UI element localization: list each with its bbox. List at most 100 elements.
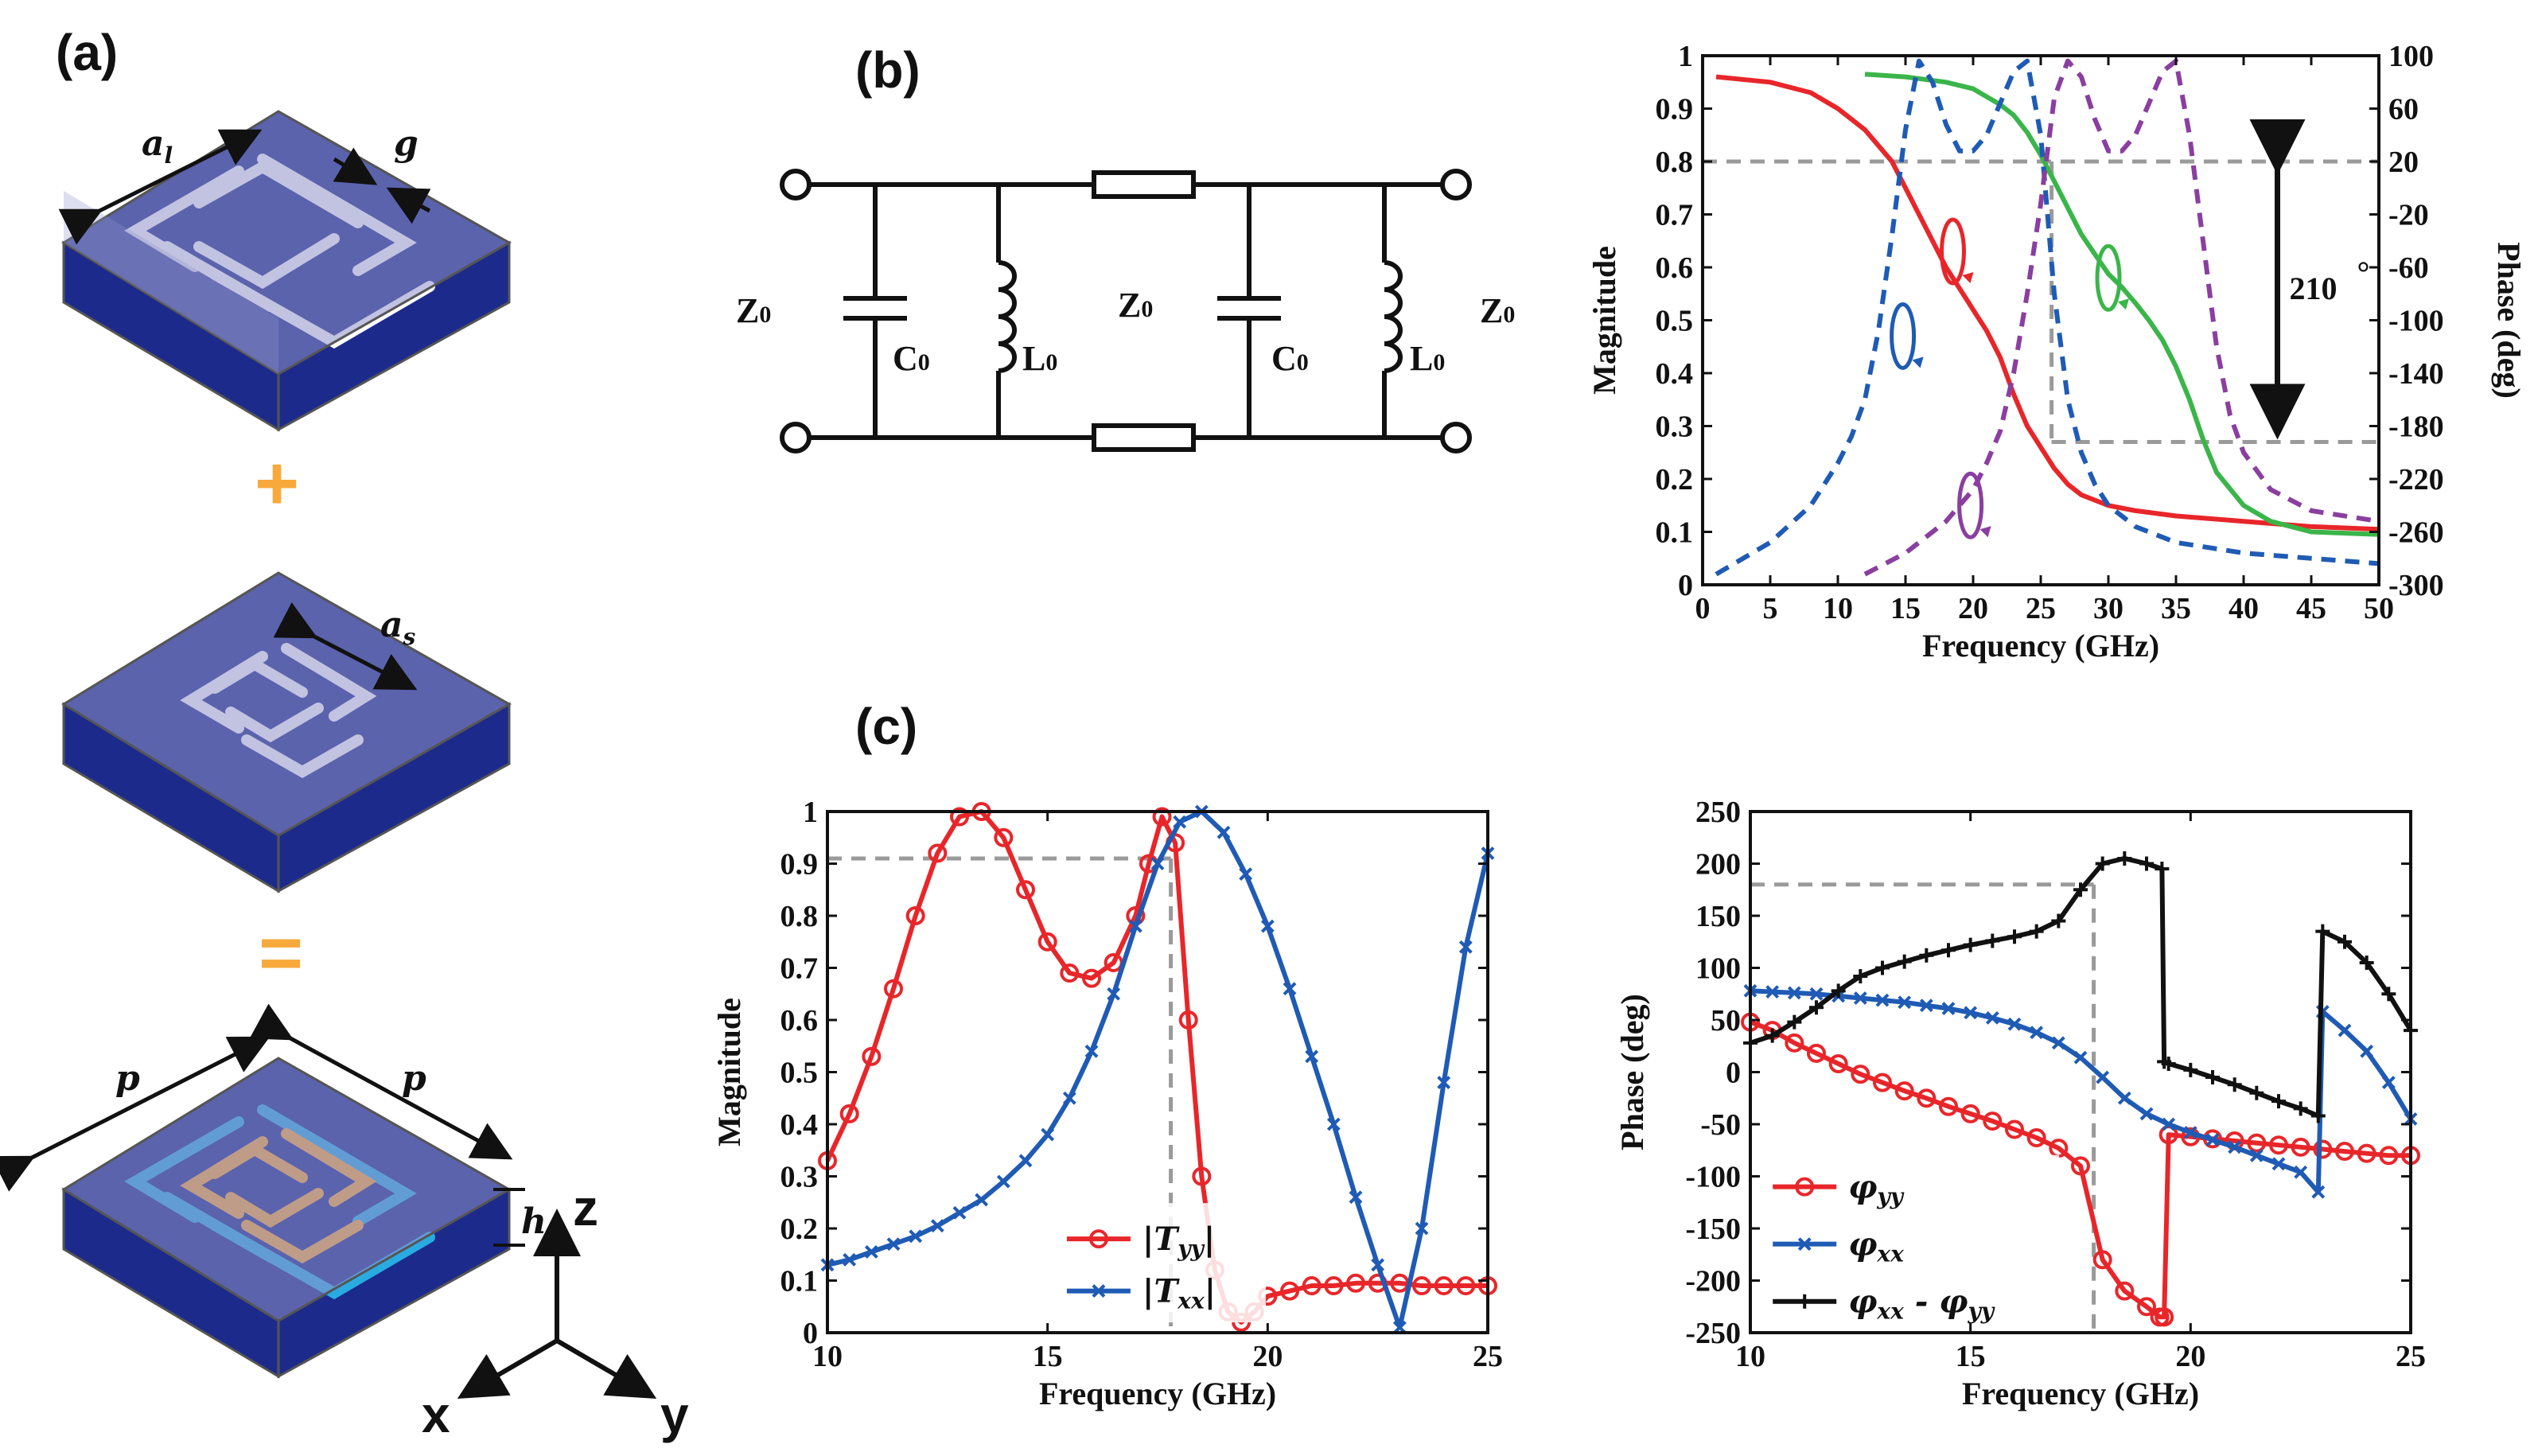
- series-2-point-23: [2205, 1070, 2220, 1085]
- x-tick-label-7: 35: [2161, 592, 2191, 625]
- y-tick-label-1: 0.1: [1656, 516, 1694, 550]
- series-0-point-16: [1152, 807, 1172, 827]
- y2-tick-label-0: 100: [2388, 40, 2434, 73]
- dim-al-arrow: [58, 129, 263, 245]
- series-2-point-15: [2073, 882, 2088, 897]
- rotation-marker-2: [2095, 243, 2122, 312]
- series-2-point-25: [2249, 1085, 2264, 1100]
- series-2-point-19: [2155, 862, 2170, 877]
- series-line-0: [1715, 74, 2380, 532]
- series-2-point-6: [1875, 960, 1890, 975]
- series-1-point-20: [1260, 919, 1275, 933]
- axis-y-label: y: [660, 1386, 689, 1443]
- x-tick-label-5: 25: [2026, 592, 2056, 625]
- x-tick-label-2: 10: [1823, 592, 1853, 625]
- series-0-point-27: [1324, 1276, 1344, 1296]
- series-2-point-1: [1765, 1028, 1780, 1043]
- series-2-point-8: [1919, 948, 1934, 963]
- y-tick-label-2: 0.2: [780, 1213, 819, 1246]
- series-1-point-7: [975, 1193, 989, 1207]
- series-0-point-32: [1434, 1276, 1454, 1296]
- label-p-left: p: [115, 1058, 140, 1099]
- series-0-point-31: [2379, 1146, 2399, 1166]
- dim-g-arrow-left: [333, 147, 378, 185]
- panel-label-b: (b): [855, 41, 921, 99]
- y2-tick-label-8: -220: [2388, 463, 2444, 496]
- series-0-point-25: [1280, 1281, 1299, 1301]
- legend-marker-2: [1797, 1294, 1812, 1309]
- chart-c-magnitude: 10 15 20 25 0 0.1 0.2 0.3 0.4 0.5 0.6 0.7 0.8 0.9 1 Fre…: [711, 796, 1503, 1411]
- series-2-point-7: [1897, 954, 1912, 969]
- series-1-point-16: [2096, 1070, 2110, 1084]
- dim-g-arrow-right: [386, 187, 431, 224]
- label-al: al: [142, 123, 173, 169]
- series-1-point-16: [1173, 815, 1187, 829]
- series-0-point-28: [1346, 1273, 1365, 1293]
- series-0-point-12: [2005, 1119, 2024, 1139]
- y2-tick-label-3: -20: [2388, 199, 2429, 232]
- circuit-wires: [780, 169, 1472, 454]
- label-as: as: [380, 605, 416, 650]
- y-axis-label: Phase (deg): [1614, 994, 1650, 1150]
- panel-label-c: (c): [855, 698, 917, 755]
- series-1-point-1: [843, 1252, 857, 1267]
- y-tick-label-5: 0.5: [780, 1057, 819, 1090]
- series-0-point-3: [884, 979, 903, 999]
- legend-marker-1: [1797, 1237, 1812, 1252]
- y2-tick-label-10: -300: [2388, 569, 2444, 602]
- series-1-point-6: [1875, 993, 1890, 1007]
- y-tick-label-10: 1: [1678, 40, 1693, 73]
- series-2-point-26: [2271, 1094, 2286, 1109]
- y-tick-label-5: 0: [1726, 1057, 1741, 1090]
- y2-tick-label-6: -140: [2388, 357, 2444, 391]
- series-1-point-13: [2030, 1026, 2044, 1040]
- series-0-point-12: [1082, 968, 1101, 988]
- series-0-point-26: [1302, 1276, 1322, 1296]
- legend-label-0: φyy: [1848, 1169, 1904, 1210]
- axis-x-arrow: [457, 1338, 559, 1400]
- series-line-3: [1863, 58, 2380, 577]
- series-1-point-8: [1919, 999, 1933, 1013]
- y-axis-label: Magnitude: [711, 998, 747, 1147]
- y-tick-label-9: 200: [1695, 848, 1741, 882]
- series-2-point-29: [2315, 924, 2330, 939]
- series-0-point-18: [1178, 1010, 1198, 1030]
- y-tick-label-10: 1: [803, 796, 818, 829]
- y-tick-label-7: 0.7: [780, 952, 819, 986]
- series-0-point-11: [1060, 964, 1080, 983]
- series-2-point-17: [2117, 851, 2132, 866]
- series-1-point-22: [2228, 1140, 2242, 1154]
- series-1-point-15: [1150, 857, 1165, 870]
- y-tick-label-4: 0.4: [1656, 357, 1694, 391]
- series-line-2: [1750, 855, 2413, 1119]
- label-g: g: [394, 123, 418, 164]
- series-1-point-12: [1084, 1044, 1099, 1058]
- series-2-point-9: [1941, 943, 1956, 958]
- series-1-point-23: [2249, 1148, 2264, 1162]
- x-tick-label-1: 15: [1033, 1340, 1063, 1373]
- series-0-point-9: [1939, 1096, 1958, 1116]
- series-0-point-3: [1807, 1043, 1826, 1063]
- series-0-point-5: [1851, 1065, 1870, 1084]
- x-tick-label-2: 20: [2175, 1340, 2205, 1373]
- x-tick-label-1: 5: [1763, 592, 1778, 625]
- series-1-point-19: [1239, 867, 1253, 882]
- legend-box: [1765, 1154, 2060, 1314]
- series-0-point-2: [1785, 1033, 1804, 1053]
- series-1-point-22: [1305, 1049, 1319, 1064]
- series-2-point-30: [2338, 934, 2352, 949]
- series-1-point-10: [1964, 1006, 1978, 1020]
- series-0-point-1: [839, 1104, 859, 1123]
- series-2-point-14: [2051, 913, 2066, 928]
- series-1-point-1: [1765, 985, 1780, 999]
- series-1-point-8: [996, 1174, 1010, 1189]
- series-1-point-9: [1941, 1002, 1956, 1016]
- series-2-point-2: [1787, 1014, 1802, 1030]
- combined-cell: p p h: [0, 1003, 547, 1379]
- series-1-point-5: [930, 1219, 944, 1233]
- y-tick-label-0: -250: [1685, 1317, 1741, 1350]
- z0-left: Z0: [736, 291, 771, 330]
- dim-p-right-arrow: [249, 1003, 513, 1160]
- rotation-marker-arrow-3: [1979, 526, 1991, 538]
